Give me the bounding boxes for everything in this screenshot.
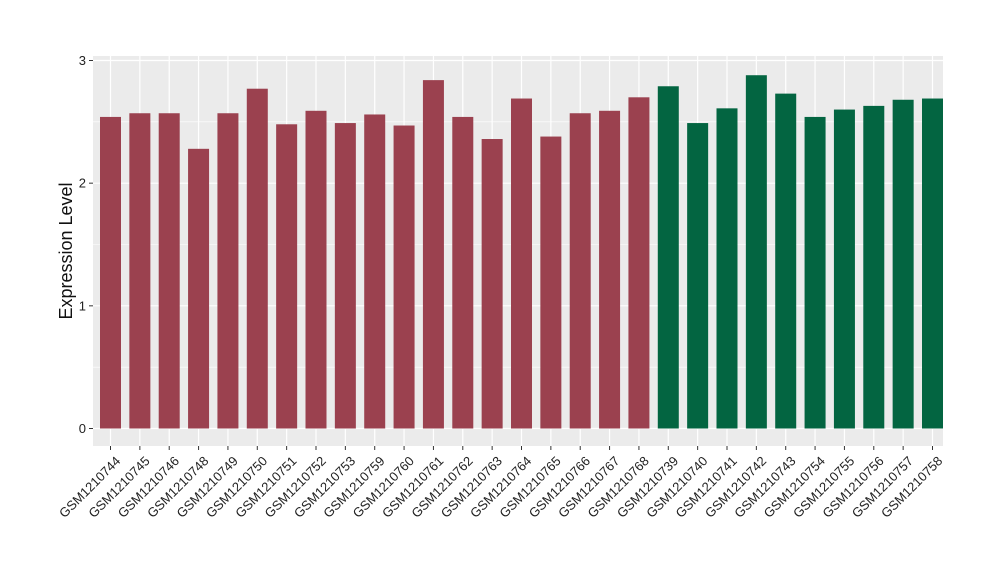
y-tick-label: 0	[79, 421, 86, 436]
bar	[892, 99, 914, 429]
bar	[217, 113, 239, 429]
bar	[422, 80, 444, 429]
bar	[833, 109, 855, 429]
bar	[393, 125, 415, 429]
bar	[334, 123, 356, 429]
bar	[305, 110, 327, 429]
bar	[100, 116, 121, 429]
bar	[657, 86, 679, 429]
bars	[100, 75, 943, 429]
bar	[481, 139, 503, 429]
bar	[511, 98, 532, 429]
y-axis: 0 1 2 3	[79, 53, 93, 436]
bar	[863, 105, 885, 429]
bar	[452, 116, 474, 429]
y-tick-label: 1	[79, 298, 86, 313]
bar	[716, 108, 738, 429]
bar	[158, 113, 180, 429]
bar	[540, 136, 562, 429]
bar	[628, 97, 650, 429]
x-axis: GSM1210744GSM1210745GSM1210746GSM1210748…	[56, 446, 945, 521]
y-tick-label: 3	[79, 53, 86, 68]
bar	[364, 114, 386, 429]
bar	[687, 123, 709, 429]
bar	[775, 93, 797, 429]
bar	[246, 88, 268, 429]
bar	[188, 148, 210, 429]
bar	[922, 98, 943, 429]
y-axis-label: Expression Level	[56, 182, 76, 319]
bar	[745, 75, 767, 429]
y-tick-label: 2	[79, 176, 86, 191]
bar	[129, 113, 151, 429]
bar	[599, 110, 621, 429]
bar	[569, 113, 591, 429]
bar	[804, 116, 826, 429]
bar	[276, 124, 298, 429]
